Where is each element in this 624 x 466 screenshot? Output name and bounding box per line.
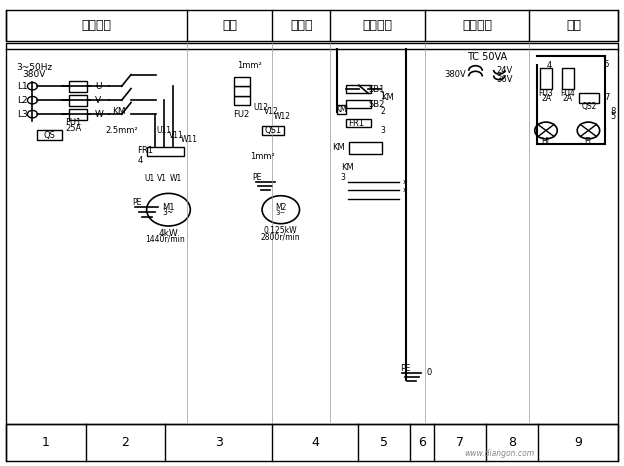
Text: 0.125kW: 0.125kW (264, 226, 298, 235)
Text: 2800r/min: 2800r/min (261, 232, 301, 241)
Text: KM: KM (341, 163, 353, 172)
Text: 2: 2 (122, 436, 129, 449)
Text: V12: V12 (264, 107, 279, 116)
Text: 4: 4 (311, 436, 319, 449)
Text: 24V: 24V (496, 66, 512, 75)
Polygon shape (234, 96, 250, 105)
Text: KM: KM (336, 105, 347, 114)
Text: x: x (402, 187, 407, 193)
Polygon shape (69, 81, 87, 92)
Text: 电源开关: 电源开关 (82, 19, 112, 32)
Text: 36V: 36V (496, 75, 512, 84)
Polygon shape (69, 95, 87, 106)
Text: FR1: FR1 (137, 145, 154, 155)
Text: KM: KM (333, 143, 345, 152)
Text: 5: 5 (610, 112, 615, 121)
Text: 4kW: 4kW (158, 228, 178, 238)
Text: QS1: QS1 (264, 126, 281, 135)
Text: M1: M1 (162, 203, 175, 212)
Text: FU1: FU1 (66, 118, 82, 127)
Polygon shape (147, 147, 184, 156)
Text: EL: EL (584, 137, 593, 146)
Text: HL: HL (541, 137, 551, 146)
Text: 4: 4 (137, 156, 142, 165)
Text: L3: L3 (17, 110, 27, 119)
Text: 1: 1 (42, 436, 50, 449)
Text: L1: L1 (17, 82, 27, 91)
Text: 5: 5 (380, 436, 388, 449)
Text: 3: 3 (341, 172, 346, 182)
Text: 380V: 380V (22, 70, 46, 79)
Text: 3: 3 (381, 126, 386, 135)
Text: 2A: 2A (541, 94, 551, 103)
Text: W11: W11 (181, 135, 198, 144)
Text: 控制线路: 控制线路 (363, 19, 392, 32)
Text: PE: PE (132, 198, 142, 207)
Polygon shape (562, 68, 574, 89)
Text: L2: L2 (17, 96, 27, 105)
Text: TC 50VA: TC 50VA (467, 52, 507, 62)
Text: 25A: 25A (66, 123, 82, 133)
Text: 7: 7 (604, 93, 609, 103)
Text: PE: PE (252, 172, 262, 182)
Text: SB2: SB2 (368, 100, 384, 110)
Polygon shape (69, 109, 87, 120)
Text: 0: 0 (427, 368, 432, 377)
Text: 2A: 2A (563, 94, 573, 103)
Text: V1: V1 (157, 173, 167, 183)
Text: 7: 7 (456, 436, 464, 449)
Text: 4: 4 (547, 61, 552, 70)
Text: KM: KM (381, 93, 393, 103)
Text: 1440r/min: 1440r/min (145, 234, 185, 243)
Text: V: V (95, 96, 101, 105)
Text: FR1: FR1 (348, 119, 364, 128)
Text: M2: M2 (275, 203, 286, 212)
Text: 9: 9 (574, 436, 582, 449)
Text: 冷却泵: 冷却泵 (290, 19, 313, 32)
Text: 主轴: 主轴 (222, 19, 237, 32)
Text: V11: V11 (169, 130, 184, 140)
Text: 6: 6 (604, 60, 609, 69)
Text: 电源指示: 电源指示 (462, 19, 492, 32)
Text: 6: 6 (418, 436, 426, 449)
Text: 1mm²: 1mm² (237, 61, 262, 70)
Polygon shape (234, 86, 250, 96)
Text: 2.5mm²: 2.5mm² (105, 126, 138, 135)
Text: W1: W1 (170, 173, 182, 183)
Text: 3~: 3~ (163, 208, 174, 218)
Text: 8: 8 (610, 107, 615, 116)
Text: SB1: SB1 (368, 85, 384, 94)
Polygon shape (540, 68, 552, 89)
Text: QS2: QS2 (582, 102, 597, 111)
Text: FU4: FU4 (560, 89, 575, 98)
Text: 照明: 照明 (566, 19, 581, 32)
Text: U: U (95, 82, 101, 91)
Text: FU2: FU2 (233, 110, 250, 119)
Text: 3~: 3~ (276, 210, 286, 216)
Text: 1: 1 (381, 92, 386, 102)
Text: 3: 3 (215, 436, 223, 449)
Text: U1: U1 (145, 173, 155, 183)
Text: x: x (402, 179, 407, 185)
Text: KM: KM (112, 107, 125, 116)
Text: U11: U11 (156, 126, 171, 135)
Text: 8: 8 (509, 436, 516, 449)
Text: PE: PE (401, 363, 411, 373)
Text: FU3: FU3 (539, 89, 553, 98)
Text: 1mm²: 1mm² (250, 151, 275, 161)
Text: QS: QS (44, 130, 56, 140)
Text: www.diangon.com: www.diangon.com (464, 449, 534, 458)
Polygon shape (234, 77, 250, 86)
Text: W: W (95, 110, 104, 119)
Text: 3~50Hz: 3~50Hz (16, 63, 52, 72)
Text: 380V: 380V (445, 70, 466, 79)
Text: W12: W12 (273, 112, 291, 121)
Text: U12: U12 (253, 103, 268, 112)
Text: 2: 2 (381, 107, 386, 116)
